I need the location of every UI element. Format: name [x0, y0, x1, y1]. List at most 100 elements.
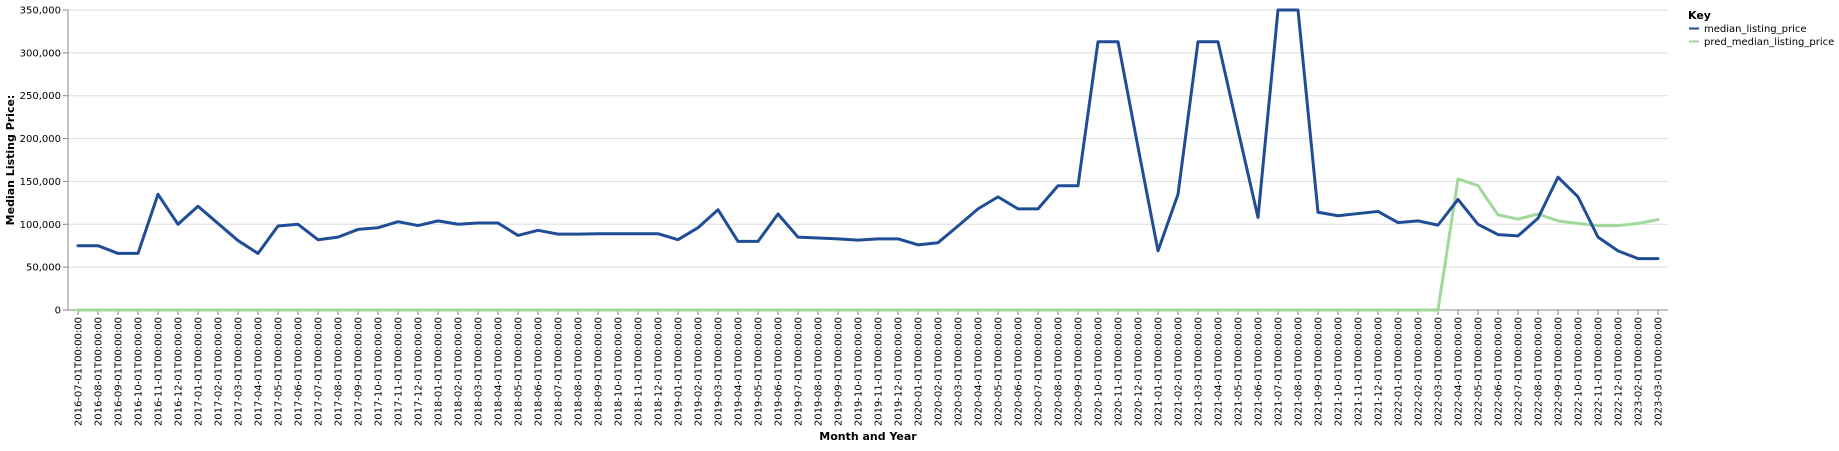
- series-layer: [76, 8, 1660, 312]
- x-tick-label: 2019-09-01T00:00:00: [834, 317, 845, 426]
- x-tick-label: 2017-11-01T00:00:00: [394, 317, 405, 426]
- y-tick-label: 350,000: [20, 6, 61, 17]
- x-tick-label: 2022-07-01T00:00:00: [1514, 317, 1525, 426]
- y-tick-label: 250,000: [20, 91, 61, 102]
- x-tick-label: 2020-08-01T00:00:00: [1054, 317, 1065, 426]
- x-tick-label: 2017-01-01T00:00:00: [194, 317, 205, 426]
- x-tick-label: 2020-04-01T00:00:00: [974, 317, 985, 426]
- x-tick-label: 2017-04-01T00:00:00: [254, 317, 265, 426]
- x-tick-label: 2018-06-01T00:00:00: [534, 317, 545, 426]
- x-tick-label: 2019-04-01T00:00:00: [734, 317, 745, 426]
- x-tick-label: 2017-06-01T00:00:00: [294, 317, 305, 426]
- legend-title: Key: [1688, 9, 1711, 22]
- x-tick-label: 2016-09-01T00:00:00: [114, 317, 125, 426]
- x-tick-label: 2016-10-01T00:00:00: [134, 317, 145, 426]
- x-tick-label: 2016-07-01T00:00:00: [74, 317, 85, 426]
- x-tick-label: 2021-06-01T00:00:00: [1254, 317, 1265, 426]
- x-tick-label: 2021-08-01T00:00:00: [1294, 317, 1305, 426]
- y-tick-label: 100,000: [20, 220, 61, 231]
- x-tick-label: 2019-01-01T00:00:00: [674, 317, 685, 426]
- legend-label: median_listing_price: [1704, 24, 1807, 35]
- x-tick-label: 2019-11-01T00:00:00: [874, 317, 885, 426]
- x-tick-label: 2018-07-01T00:00:00: [554, 317, 565, 426]
- x-tick-label: 2018-11-01T00:00:00: [634, 317, 645, 426]
- x-tick-label: 2019-10-01T00:00:00: [854, 317, 865, 426]
- series-line-median-listing-price: [76, 8, 1660, 261]
- x-tick-label: 2017-02-01T00:00:00: [214, 317, 225, 426]
- x-tick-label: 2022-02-01T00:00:00: [1414, 317, 1425, 426]
- grid-layer: [68, 9, 1668, 311]
- x-tick-label: 2021-09-01T00:00:00: [1314, 317, 1325, 426]
- x-tick-label: 2021-10-01T00:00:00: [1334, 317, 1345, 426]
- x-tick-label: 2018-08-01T00:00:00: [574, 317, 585, 426]
- x-tick-label: 2017-03-01T00:00:00: [234, 317, 245, 426]
- x-tick-label: 2018-12-01T00:00:00: [654, 317, 665, 426]
- x-tick-label: 2022-04-01T00:00:00: [1454, 317, 1465, 426]
- x-tick-label: 2020-01-01T00:00:00: [914, 317, 925, 426]
- x-tick-label: 2022-10-01T00:00:00: [1574, 317, 1585, 426]
- x-tick-label: 2021-12-01T00:00:00: [1374, 317, 1385, 426]
- x-tick-label: 2022-05-01T00:00:00: [1474, 317, 1485, 426]
- x-tick-label: 2019-06-01T00:00:00: [774, 317, 785, 426]
- x-tick-label: 2021-03-01T00:00:00: [1194, 317, 1205, 426]
- x-tick-label: 2019-03-01T00:00:00: [714, 317, 725, 426]
- x-tick-label: 2020-10-01T00:00:00: [1094, 317, 1105, 426]
- x-tick-label: 2018-03-01T00:00:00: [474, 317, 485, 426]
- x-tick-label: 2023-02-01T00:00:00: [1634, 317, 1645, 426]
- x-tick-label: 2022-11-01T00:00:00: [1594, 317, 1605, 426]
- x-tick-label: 2019-08-01T00:00:00: [814, 317, 825, 426]
- x-tick-label: 2017-12-01T00:00:00: [414, 317, 425, 426]
- y-tick-label: 300,000: [20, 48, 61, 59]
- x-tick-label: 2017-07-01T00:00:00: [314, 317, 325, 426]
- x-tick-label: 2018-05-01T00:00:00: [514, 317, 525, 426]
- x-tick-label: 2022-03-01T00:00:00: [1434, 317, 1445, 426]
- x-tick-label: 2022-01-01T00:00:00: [1394, 317, 1405, 426]
- x-tick-label: 2020-05-01T00:00:00: [994, 317, 1005, 426]
- x-tick-label: 2019-02-01T00:00:00: [694, 317, 705, 426]
- y-tick-label: 50,000: [26, 263, 61, 274]
- x-tick-label: 2022-12-01T00:00:00: [1614, 317, 1625, 426]
- x-tick-label: 2021-01-01T00:00:00: [1154, 317, 1165, 426]
- x-tick-label: 2018-10-01T00:00:00: [614, 317, 625, 426]
- x-tick-label: 2021-05-01T00:00:00: [1234, 317, 1245, 426]
- y-tick-label: 150,000: [20, 177, 61, 188]
- x-tick-label: 2020-07-01T00:00:00: [1034, 317, 1045, 426]
- x-tick-label: 2022-08-01T00:00:00: [1534, 317, 1545, 426]
- x-tick-label: 2018-01-01T00:00:00: [434, 317, 445, 426]
- axis-layer: 0 50,000 100,000 150,000 200,000 250,000 300,0…: [20, 6, 1668, 426]
- x-tick-label: 2018-02-01T00:00:00: [454, 317, 465, 426]
- x-tick-label: 2017-05-01T00:00:00: [274, 317, 285, 426]
- x-tick-label: 2019-05-01T00:00:00: [754, 317, 765, 426]
- x-tick-label: 2019-12-01T00:00:00: [894, 317, 905, 426]
- x-tick-label: 2020-11-01T00:00:00: [1114, 317, 1125, 426]
- y-tick-label: 200,000: [20, 134, 61, 145]
- x-tick-label: 2020-03-01T00:00:00: [954, 317, 965, 426]
- x-tick-label: 2019-07-01T00:00:00: [794, 317, 805, 426]
- x-tick-label: 2021-11-01T00:00:00: [1354, 317, 1365, 426]
- x-tick-label: 2018-09-01T00:00:00: [594, 317, 605, 426]
- x-tick-label: 2017-10-01T00:00:00: [374, 317, 385, 426]
- x-tick-label: 2016-12-01T00:00:00: [174, 317, 185, 426]
- legend: Key median_listing_price pred_median_list…: [1688, 9, 1834, 48]
- x-tick-label: 2018-04-01T00:00:00: [494, 317, 505, 426]
- x-axis-title: Month and Year: [819, 430, 917, 443]
- x-tick-label: 2022-09-01T00:00:00: [1554, 317, 1565, 426]
- x-tick-label: 2017-08-01T00:00:00: [334, 317, 345, 426]
- x-tick-label: 2020-12-01T00:00:00: [1134, 317, 1145, 426]
- x-tick-label: 2017-09-01T00:00:00: [354, 317, 365, 426]
- x-tick-label: 2016-08-01T00:00:00: [94, 317, 105, 426]
- series-line-pred-median-listing-price: [76, 177, 1660, 312]
- x-tick-label: 2021-04-01T00:00:00: [1214, 317, 1225, 426]
- x-tick-label: 2022-06-01T00:00:00: [1494, 317, 1505, 426]
- x-tick-label: 2020-06-01T00:00:00: [1014, 317, 1025, 426]
- x-tick-label: 2016-11-01T00:00:00: [154, 317, 165, 426]
- y-axis-title: Median Listing Price:: [4, 95, 17, 226]
- x-tick-label: 2023-03-01T00:00:00: [1654, 317, 1665, 426]
- y-tick-label: 0: [55, 306, 61, 317]
- legend-label: pred_median_listing_price: [1704, 37, 1834, 48]
- x-tick-label: 2021-02-01T00:00:00: [1174, 317, 1185, 426]
- x-tick-label: 2021-07-01T00:00:00: [1274, 317, 1285, 426]
- x-tick-label: 2020-09-01T00:00:00: [1074, 317, 1085, 426]
